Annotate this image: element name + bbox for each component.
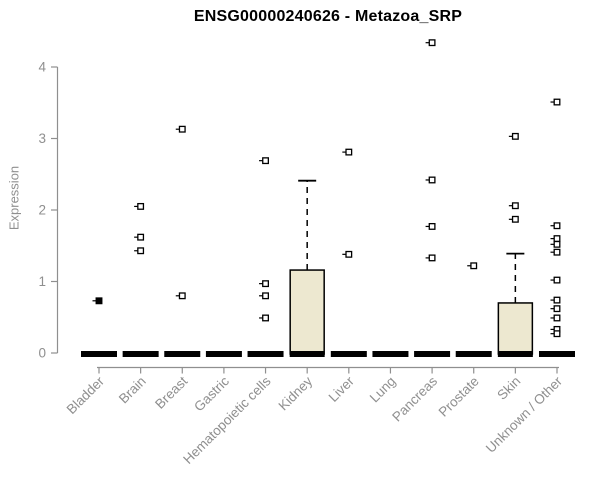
outlier-point: [511, 202, 519, 210]
outlier-point: [470, 262, 478, 270]
x-tick-label: Liver: [326, 373, 358, 405]
boxplot-box: [289, 269, 325, 355]
y-tick-label: 4: [38, 60, 46, 75]
outlier-point: [553, 235, 561, 243]
y-tick-label: 1: [38, 274, 46, 289]
outlier-point: [262, 280, 269, 288]
outlier-point: [262, 292, 269, 300]
outlier-point: [553, 276, 561, 284]
outlier-point: [511, 132, 519, 140]
outlier-point: [428, 254, 436, 262]
median-line: [538, 351, 575, 357]
outlier-point: [553, 314, 561, 322]
outlier-point: [553, 305, 561, 313]
y-tick-label: 3: [38, 131, 46, 146]
outlier-point: [345, 148, 353, 156]
outlier-point: [428, 222, 436, 230]
y-tick-label: 0: [38, 346, 46, 361]
outlier-point: [137, 202, 145, 210]
median-line: [455, 351, 492, 357]
x-tick-label: Kidney: [276, 373, 316, 413]
median-line: [372, 351, 409, 357]
x-tick-label: Gastric: [191, 373, 232, 414]
outlier-point: [553, 330, 561, 338]
x-tick-label: Unknown / Other: [483, 373, 566, 456]
outlier-point: [137, 247, 145, 255]
outlier-point: [345, 250, 353, 258]
x-tick-label: Prostate: [436, 374, 482, 420]
outlier-point: [553, 222, 561, 230]
median-line: [164, 351, 201, 357]
outlier-point: [95, 297, 103, 305]
median-line: [497, 351, 533, 357]
x-tick-label: Lung: [367, 374, 399, 406]
median-line: [414, 351, 451, 357]
median-line: [122, 351, 159, 357]
outlier-point: [137, 233, 145, 241]
x-tick-label: Brain: [116, 374, 149, 407]
outlier-point: [553, 296, 561, 304]
x-tick-label: Breast: [152, 373, 190, 411]
outlier-point: [553, 248, 561, 256]
outlier-point: [178, 125, 186, 133]
outlier-point: [553, 98, 561, 106]
outlier-point: [428, 39, 436, 47]
outlier-point: [262, 314, 269, 322]
x-tick-label: Bladder: [64, 373, 108, 417]
median-line: [289, 351, 325, 357]
outlier-point: [262, 157, 269, 165]
median-line: [330, 351, 367, 357]
x-tick-label: Pancreas: [389, 373, 440, 424]
median-line: [81, 351, 117, 357]
median-line: [247, 351, 284, 357]
outlier-point: [553, 240, 561, 248]
median-line: [205, 351, 242, 357]
x-tick-label: Skin: [494, 374, 523, 403]
outlier-point: [428, 176, 436, 184]
outlier-point: [178, 292, 186, 300]
chart-title: ENSG00000240626 - Metazoa_SRP: [193, 8, 463, 25]
boxplot-box: [497, 302, 534, 355]
outlier-point: [511, 215, 519, 223]
y-tick-label: 2: [38, 203, 46, 218]
